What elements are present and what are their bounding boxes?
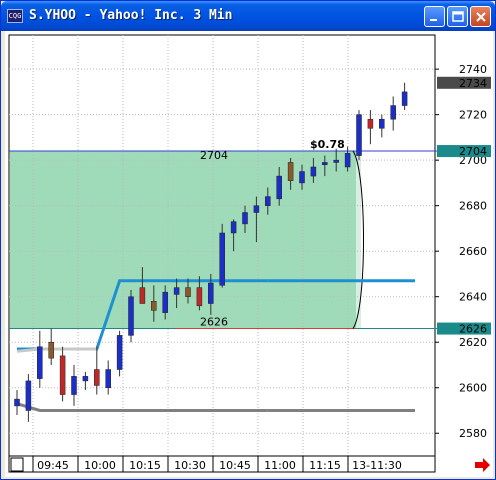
candle-body-10[interactable]: [128, 296, 134, 336]
chart-app-icon[interactable]: CQG: [7, 9, 23, 23]
candle-body-9[interactable]: [116, 335, 123, 370]
close-button[interactable]: [470, 6, 491, 27]
candle-body-20[interactable]: [242, 212, 248, 225]
maximize-icon: [452, 11, 464, 22]
title-bar[interactable]: CQG S.YHOO - Yahoo! Inc. 3 Min: [1, 1, 495, 31]
x-tick-label-1: 10:00: [84, 459, 116, 472]
price-badge-0: [437, 76, 491, 89]
candle-body-7[interactable]: [94, 369, 100, 386]
y-tick-label-2: 2620: [459, 336, 487, 349]
candle-body-23[interactable]: [276, 175, 282, 200]
x-tick-label-0: 09:45: [37, 459, 69, 472]
price-chart[interactable]: 2704 2626 $0.78 2580 2600 2620 2640 2660 2680 270…: [5, 31, 493, 477]
y-tick-label-5: 2680: [459, 200, 487, 213]
minimize-button[interactable]: [424, 6, 445, 27]
close-icon: [476, 12, 486, 22]
candle-body-30[interactable]: [356, 114, 362, 156]
candle-body-19[interactable]: [230, 221, 237, 234]
y-tick-label-0: 2580: [459, 427, 487, 440]
price-badge-label-2: 2626: [459, 323, 487, 336]
x-tick-label-5: 11:00: [264, 459, 296, 472]
candle-body-15[interactable]: [185, 287, 191, 297]
candle-body-12[interactable]: [151, 301, 157, 311]
candle-body-27[interactable]: [322, 162, 328, 165]
candle-body-21[interactable]: [253, 205, 260, 213]
y-tick-label-3: 2640: [459, 291, 487, 304]
candle-body-17[interactable]: [208, 282, 214, 304]
candle-body-25[interactable]: [299, 171, 305, 184]
candle-body-3[interactable]: [48, 341, 54, 359]
candle-body-11[interactable]: [139, 287, 146, 304]
x-axis-bar: [8, 455, 436, 473]
price-badge-label-1: 2704: [459, 145, 487, 158]
candle-body-34[interactable]: [401, 91, 408, 106]
candle-body-8[interactable]: [105, 369, 111, 388]
candle-body-29[interactable]: [344, 153, 351, 168]
y-tick-label-6: 2700: [459, 154, 487, 167]
candle-body-18[interactable]: [219, 232, 225, 286]
candle-body-31[interactable]: [367, 118, 374, 129]
candle-body-14[interactable]: [173, 287, 180, 295]
candle-body-26[interactable]: [310, 166, 317, 177]
candle-body-4[interactable]: [59, 355, 66, 395]
candle-body-2[interactable]: [37, 346, 43, 379]
y-tick-label-7: 2720: [459, 109, 487, 122]
minimize-icon: [430, 19, 437, 21]
maximize-button[interactable]: [447, 6, 468, 27]
scroll-right-arrow-icon[interactable]: [475, 458, 490, 472]
candle-body-16[interactable]: [196, 287, 203, 307]
candle-body-13[interactable]: [162, 291, 168, 313]
x-tick-label-7: 13-11:30: [352, 459, 402, 472]
y-tick-label-4: 2660: [459, 245, 487, 258]
chart-area[interactable]: 2704 2626 $0.78 2580 2600 2620 2640 2660 2680 270…: [5, 31, 493, 477]
zone-high-label: 2704: [200, 149, 228, 162]
price-badge-label-0: 2734: [459, 77, 487, 90]
candle-body-0[interactable]: [14, 398, 20, 407]
scroll-handle[interactable]: [10, 457, 24, 472]
zone-edge: [356, 151, 361, 329]
x-tick-label-3: 10:30: [174, 459, 206, 472]
candle-body-22[interactable]: [265, 196, 271, 206]
candle-body-32[interactable]: [379, 118, 385, 129]
y-tick-label-8: 2740: [459, 63, 487, 76]
x-tick-label-2: 10:15: [129, 459, 161, 472]
x-tick-label-6: 11:15: [309, 459, 341, 472]
candle-body-24[interactable]: [287, 162, 294, 181]
zone-low-label: 2626: [200, 316, 228, 329]
price-badge-2: [437, 322, 491, 335]
price-badge-1: [437, 145, 491, 158]
candle-body-28[interactable]: [333, 159, 339, 163]
candle-body-6[interactable]: [82, 376, 89, 382]
candle-body-33[interactable]: [390, 105, 396, 120]
zone-range-label: $0.78: [310, 138, 345, 151]
trail-lower: [16, 402, 268, 412]
window-title: S.YHOO - Yahoo! Inc. 3 Min: [29, 8, 233, 23]
x-tick-label-4: 10:45: [219, 459, 251, 472]
candle-body-1[interactable]: [25, 380, 32, 411]
candle-body-5[interactable]: [71, 376, 77, 395]
zone-fill: [10, 151, 356, 329]
zone-bracket: [352, 150, 364, 329]
y-tick-label-1: 2600: [459, 382, 487, 395]
